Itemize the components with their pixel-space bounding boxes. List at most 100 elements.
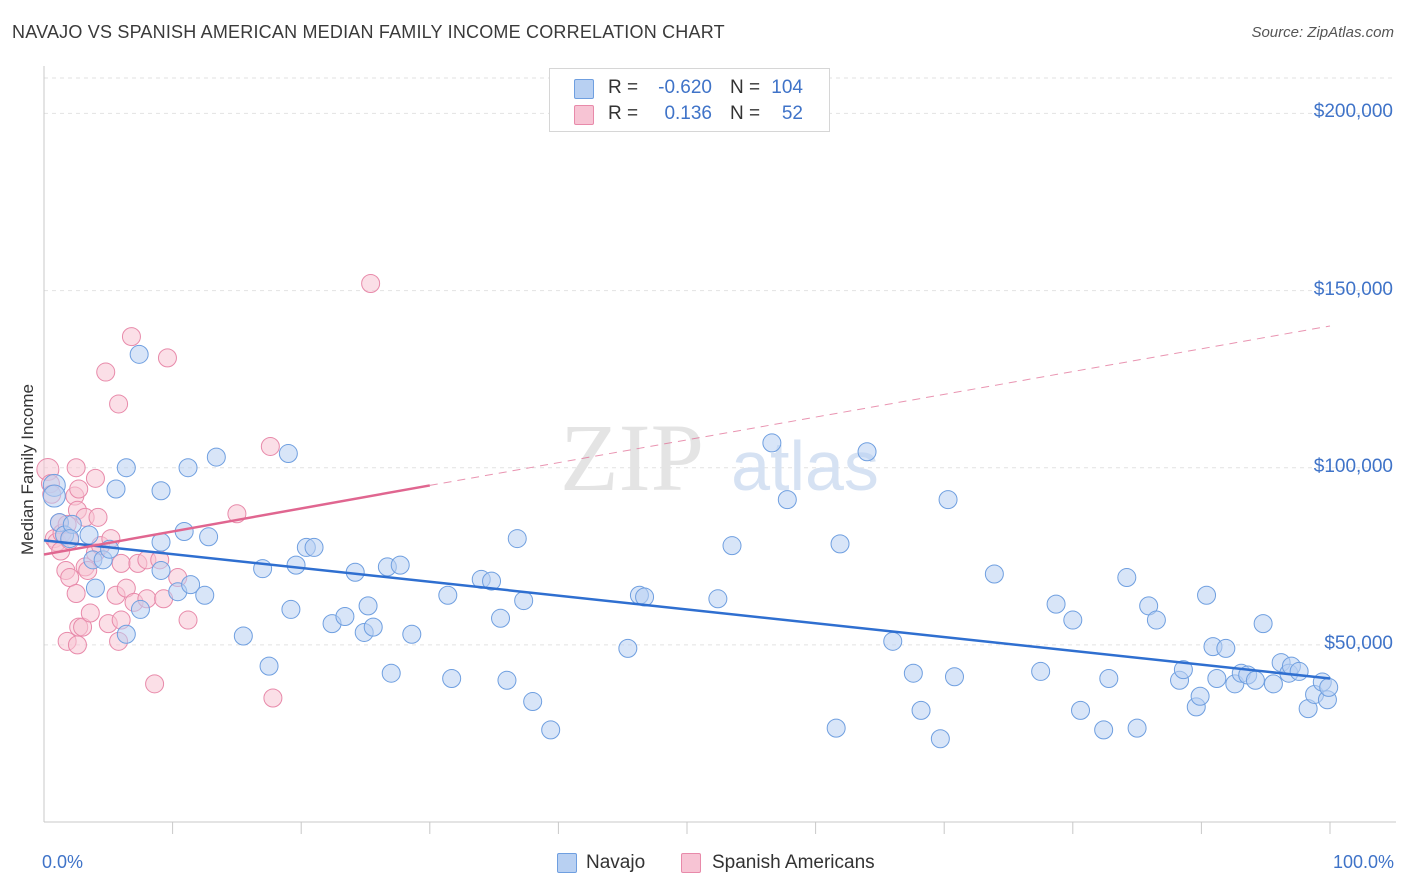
data-point xyxy=(116,458,136,478)
axes xyxy=(43,66,1396,834)
legend-r-label: R = xyxy=(608,103,639,124)
y-tick-label: $100,000 xyxy=(1313,455,1393,477)
legend-row-spanish: R = 0.136 N = 52 xyxy=(550,101,829,127)
data-point xyxy=(1207,669,1227,689)
bottom-legend-navajo: Navajo xyxy=(586,852,646,873)
data-point xyxy=(911,700,931,720)
data-point xyxy=(259,656,279,676)
data-point xyxy=(178,458,198,478)
watermark: ZIP atlas xyxy=(560,404,879,511)
data-point xyxy=(1063,610,1083,630)
data-point xyxy=(1197,585,1217,605)
data-point xyxy=(79,525,99,545)
data-point xyxy=(85,468,105,488)
data-point xyxy=(151,481,171,501)
spanish-swatch xyxy=(574,105,594,125)
data-point xyxy=(1094,720,1114,740)
data-point xyxy=(438,585,458,605)
data-point xyxy=(66,583,86,603)
data-point xyxy=(722,536,742,556)
data-point xyxy=(233,626,253,646)
legend-n-label: N = xyxy=(730,103,761,124)
data-point xyxy=(85,578,105,598)
data-point xyxy=(883,631,903,651)
data-point xyxy=(944,667,964,687)
data-point xyxy=(777,490,797,510)
data-point xyxy=(857,442,877,462)
data-point xyxy=(1127,718,1147,738)
data-point xyxy=(80,603,100,623)
data-point xyxy=(260,436,280,456)
watermark-atlas: atlas xyxy=(731,427,879,505)
data-point xyxy=(145,674,165,694)
data-point xyxy=(1216,638,1236,658)
data-point xyxy=(497,670,517,690)
navajo-swatch xyxy=(574,79,594,99)
data-point xyxy=(130,599,150,619)
data-point xyxy=(361,273,381,293)
data-point xyxy=(984,564,1004,584)
data-point xyxy=(541,720,561,740)
data-point xyxy=(199,527,219,547)
spanish-americans-points xyxy=(36,273,381,708)
data-point xyxy=(1099,669,1119,689)
data-point xyxy=(363,617,383,637)
legend-r-value: -0.620 xyxy=(658,77,712,98)
data-point xyxy=(1319,677,1339,697)
data-point xyxy=(109,394,129,414)
data-point xyxy=(358,596,378,616)
data-point xyxy=(96,362,116,382)
data-point xyxy=(442,669,462,689)
data-point xyxy=(402,624,422,644)
spanish-trend-line xyxy=(43,484,431,556)
data-point xyxy=(491,608,511,628)
data-point xyxy=(381,663,401,683)
legend-n-value: 52 xyxy=(781,103,803,124)
data-point xyxy=(66,458,86,478)
data-point xyxy=(1190,686,1210,706)
y-tick-label: $150,000 xyxy=(1313,278,1393,300)
data-point xyxy=(121,327,141,347)
data-point xyxy=(523,692,543,712)
data-point xyxy=(1071,700,1091,720)
legend-r-value: 0.136 xyxy=(664,103,712,124)
data-point xyxy=(286,555,306,575)
bottom-legend-spanish-swatch xyxy=(681,853,701,873)
data-point xyxy=(281,599,301,619)
data-point xyxy=(826,718,846,738)
data-point xyxy=(60,568,80,588)
data-point xyxy=(762,433,782,453)
watermark-zip: ZIP xyxy=(560,404,704,511)
data-point xyxy=(178,610,198,630)
data-point xyxy=(1289,661,1309,681)
data-point xyxy=(88,507,108,527)
data-point xyxy=(708,589,728,609)
data-point xyxy=(507,529,527,549)
data-point xyxy=(930,729,950,749)
data-point xyxy=(938,490,958,510)
x-tick-label-min: 0.0% xyxy=(42,852,84,872)
navajo-points xyxy=(42,344,1339,749)
data-point xyxy=(335,607,355,627)
grid xyxy=(44,77,1396,646)
data-point xyxy=(482,571,502,591)
trend-lines xyxy=(43,325,1331,680)
data-point xyxy=(618,638,638,658)
data-point xyxy=(195,585,215,605)
legend-n-label: N = xyxy=(730,77,761,98)
data-point xyxy=(304,537,324,557)
data-point xyxy=(67,635,87,655)
data-point xyxy=(903,663,923,683)
data-point xyxy=(1146,610,1166,630)
spanish-trend-extension xyxy=(429,325,1331,486)
data-point xyxy=(106,479,126,499)
y-tick-label: $200,000 xyxy=(1313,101,1393,123)
y-axis-label-wrap: Median Family Income xyxy=(18,384,38,755)
data-point xyxy=(181,575,201,595)
data-point xyxy=(830,534,850,554)
legend-row-navajo: R = -0.620 N = 104 xyxy=(550,75,829,101)
data-point xyxy=(1046,594,1066,614)
data-point xyxy=(151,560,171,580)
y-tick-label: $50,000 xyxy=(1324,632,1393,654)
